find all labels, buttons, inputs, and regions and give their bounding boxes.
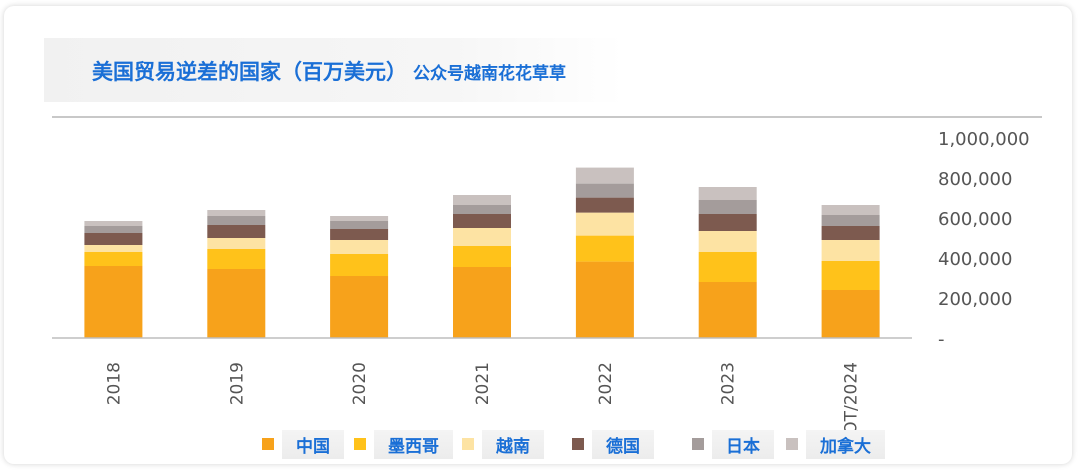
legend-label: 中国 — [282, 429, 344, 459]
y-tick-label: - — [938, 329, 945, 350]
bar-segment-2-2 — [207, 249, 266, 269]
bar-segment-3-6 — [698, 231, 757, 252]
bar-segment-5-2 — [207, 216, 266, 225]
bar-segment-6-4 — [453, 195, 511, 205]
bar-segment-2-7 — [821, 261, 880, 290]
legend: 中国 墨西哥 越南 德国 日本 加拿大 — [262, 428, 885, 462]
legend-item-6: 加拿大 — [786, 428, 885, 460]
bar-segment-6-6 — [698, 187, 757, 200]
bar-segment-2-1 — [84, 252, 143, 266]
bar-segment-5-7 — [821, 215, 880, 226]
bar-segment-2-4 — [453, 246, 511, 267]
bar-segment-3-5 — [575, 212, 634, 236]
bar-segment-2-6 — [698, 252, 757, 282]
bar-segment-3-4 — [453, 228, 511, 246]
title-background — [44, 38, 624, 102]
chart-title: 美国贸易逆差的国家（百万美元） 公众号越南花花草草 — [92, 56, 566, 86]
x-tick-label: 2023 — [719, 362, 739, 405]
y-tick-label: 600,000 — [938, 209, 1012, 230]
chart-title-sub: 公众号越南花花草草 — [413, 64, 566, 84]
chart-title-main: 美国贸易逆差的国家（百万美元） — [92, 60, 407, 84]
bar-segment-4-6 — [698, 214, 757, 231]
legend-label: 越南 — [482, 429, 544, 459]
x-tick-label: OT/2024 — [842, 362, 862, 435]
bar-segment-1-2 — [207, 269, 266, 338]
legend-item-1: 中国 — [262, 428, 344, 460]
bar-segment-5-6 — [698, 200, 757, 214]
x-tick-label: 2020 — [350, 362, 370, 405]
bar-segment-3-3 — [330, 240, 389, 254]
legend-label: 墨西哥 — [374, 429, 453, 459]
bar-segment-6-3 — [330, 216, 389, 221]
bar-segment-6-1 — [84, 221, 143, 226]
x-tick-label: 2021 — [473, 362, 493, 405]
bar-segment-5-1 — [84, 226, 143, 233]
legend-swatch — [262, 438, 274, 450]
x-tick-label: 2022 — [596, 362, 616, 405]
bar-segment-6-2 — [207, 210, 266, 216]
bar-segment-1-4 — [453, 267, 511, 338]
bar-segment-5-4 — [453, 205, 511, 214]
bar-segment-4-4 — [453, 214, 511, 228]
top-divider — [52, 116, 1042, 118]
bar-segment-3-2 — [207, 238, 266, 249]
bar-segment-1-7 — [821, 290, 880, 338]
bar-segment-4-1 — [84, 233, 143, 245]
bar-segment-4-7 — [821, 226, 880, 240]
bar-segment-2-5 — [575, 235, 634, 262]
legend-swatch — [786, 438, 798, 450]
bar-segment-1-5 — [575, 261, 634, 338]
y-tick-label: 800,000 — [938, 169, 1012, 190]
bar-segment-2-3 — [330, 254, 389, 276]
y-tick-label: 1,000,000 — [938, 129, 1030, 150]
y-tick-label: 200,000 — [938, 289, 1012, 310]
bar-segment-6-7 — [821, 205, 880, 215]
bar-segment-4-5 — [575, 197, 634, 213]
legend-label: 加拿大 — [806, 429, 885, 459]
bar-segment-1-1 — [84, 266, 143, 338]
bar-segment-4-3 — [330, 229, 389, 240]
legend-label: 日本 — [712, 429, 774, 459]
x-tick-label: 2018 — [104, 362, 124, 405]
bar-segment-6-5 — [575, 167, 634, 184]
y-tick-label: 400,000 — [938, 249, 1012, 270]
bar-segment-1-3 — [330, 276, 389, 338]
legend-item-2: 墨西哥 — [354, 428, 453, 460]
bar-segment-1-6 — [698, 282, 757, 338]
legend-item-3: 越南 — [462, 428, 544, 460]
legend-item-4: 德国 — [572, 428, 654, 460]
legend-swatch — [354, 438, 366, 450]
bar-segment-5-3 — [330, 221, 389, 229]
bar-segment-5-5 — [575, 183, 634, 198]
legend-label: 德国 — [592, 429, 654, 459]
legend-swatch — [462, 438, 474, 450]
legend-item-5: 日本 — [692, 428, 774, 460]
bar-segment-3-7 — [821, 240, 880, 261]
legend-swatch — [692, 438, 704, 450]
legend-swatch — [572, 438, 584, 450]
bar-segment-4-2 — [207, 225, 266, 238]
bar-segment-3-1 — [84, 245, 143, 252]
x-tick-label: 2019 — [227, 362, 247, 405]
